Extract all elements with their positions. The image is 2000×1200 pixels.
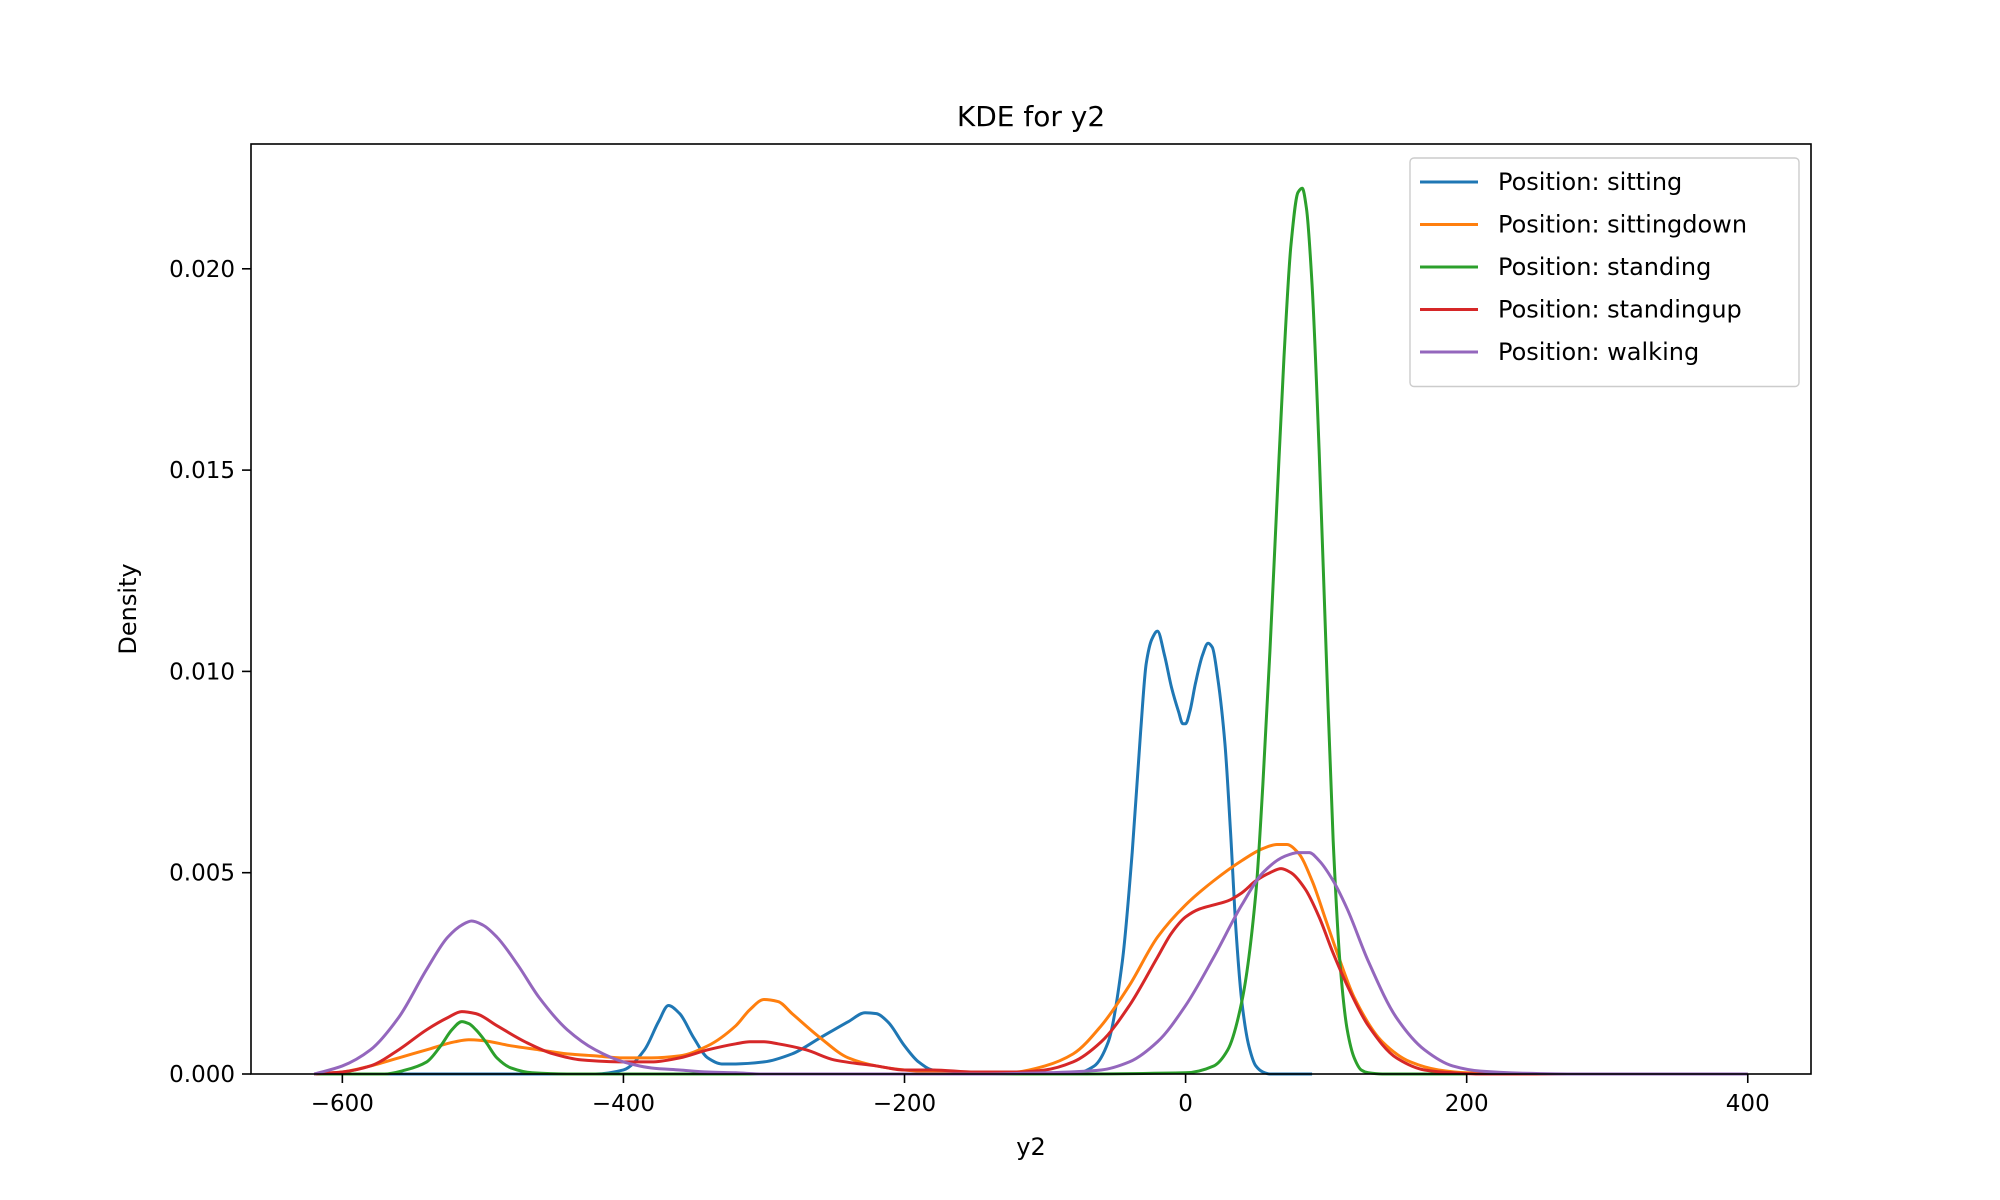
y-tick-label: 0.010: [169, 659, 235, 685]
x-tick-label: 400: [1726, 1091, 1770, 1117]
chart-title: KDE for y2: [957, 100, 1105, 133]
x-tick-label: −200: [873, 1091, 936, 1117]
series-line-0: [314, 629, 1313, 1076]
y-tick-label: 0.020: [169, 257, 235, 283]
series-line-2: [314, 186, 1467, 1076]
y-axis-title: Density: [114, 563, 142, 654]
y-tick-label: 0.015: [169, 458, 235, 484]
y-tick-label: 0.005: [169, 861, 235, 887]
legend-label-1: Position: sittingdown: [1498, 211, 1747, 239]
x-axis-title: y2: [1016, 1133, 1045, 1161]
x-axis: −600 −400 −200 0 200 400: [311, 1074, 1770, 1117]
plot-frame: [250, 143, 1812, 1075]
x-tick-label: 0: [1178, 1091, 1193, 1117]
x-tick-label: −600: [311, 1091, 374, 1117]
legend-label-4: Position: walking: [1498, 338, 1699, 366]
legend: Position: sitting Position: sittingdown Po…: [1409, 157, 1800, 388]
x-tick-label: 200: [1445, 1091, 1489, 1117]
x-tick-label: −400: [592, 1091, 655, 1117]
legend-box: [1409, 157, 1800, 388]
series-layer: [313, 186, 1748, 1076]
legend-label-2: Position: standing: [1498, 253, 1711, 281]
y-tick-label: 0.000: [169, 1062, 235, 1088]
legend-label-0: Position: sitting: [1498, 168, 1682, 196]
y-axis: 0.000 0.005 0.010 0.015 0.020: [169, 257, 251, 1088]
legend-label-3: Position: standingup: [1498, 296, 1742, 324]
